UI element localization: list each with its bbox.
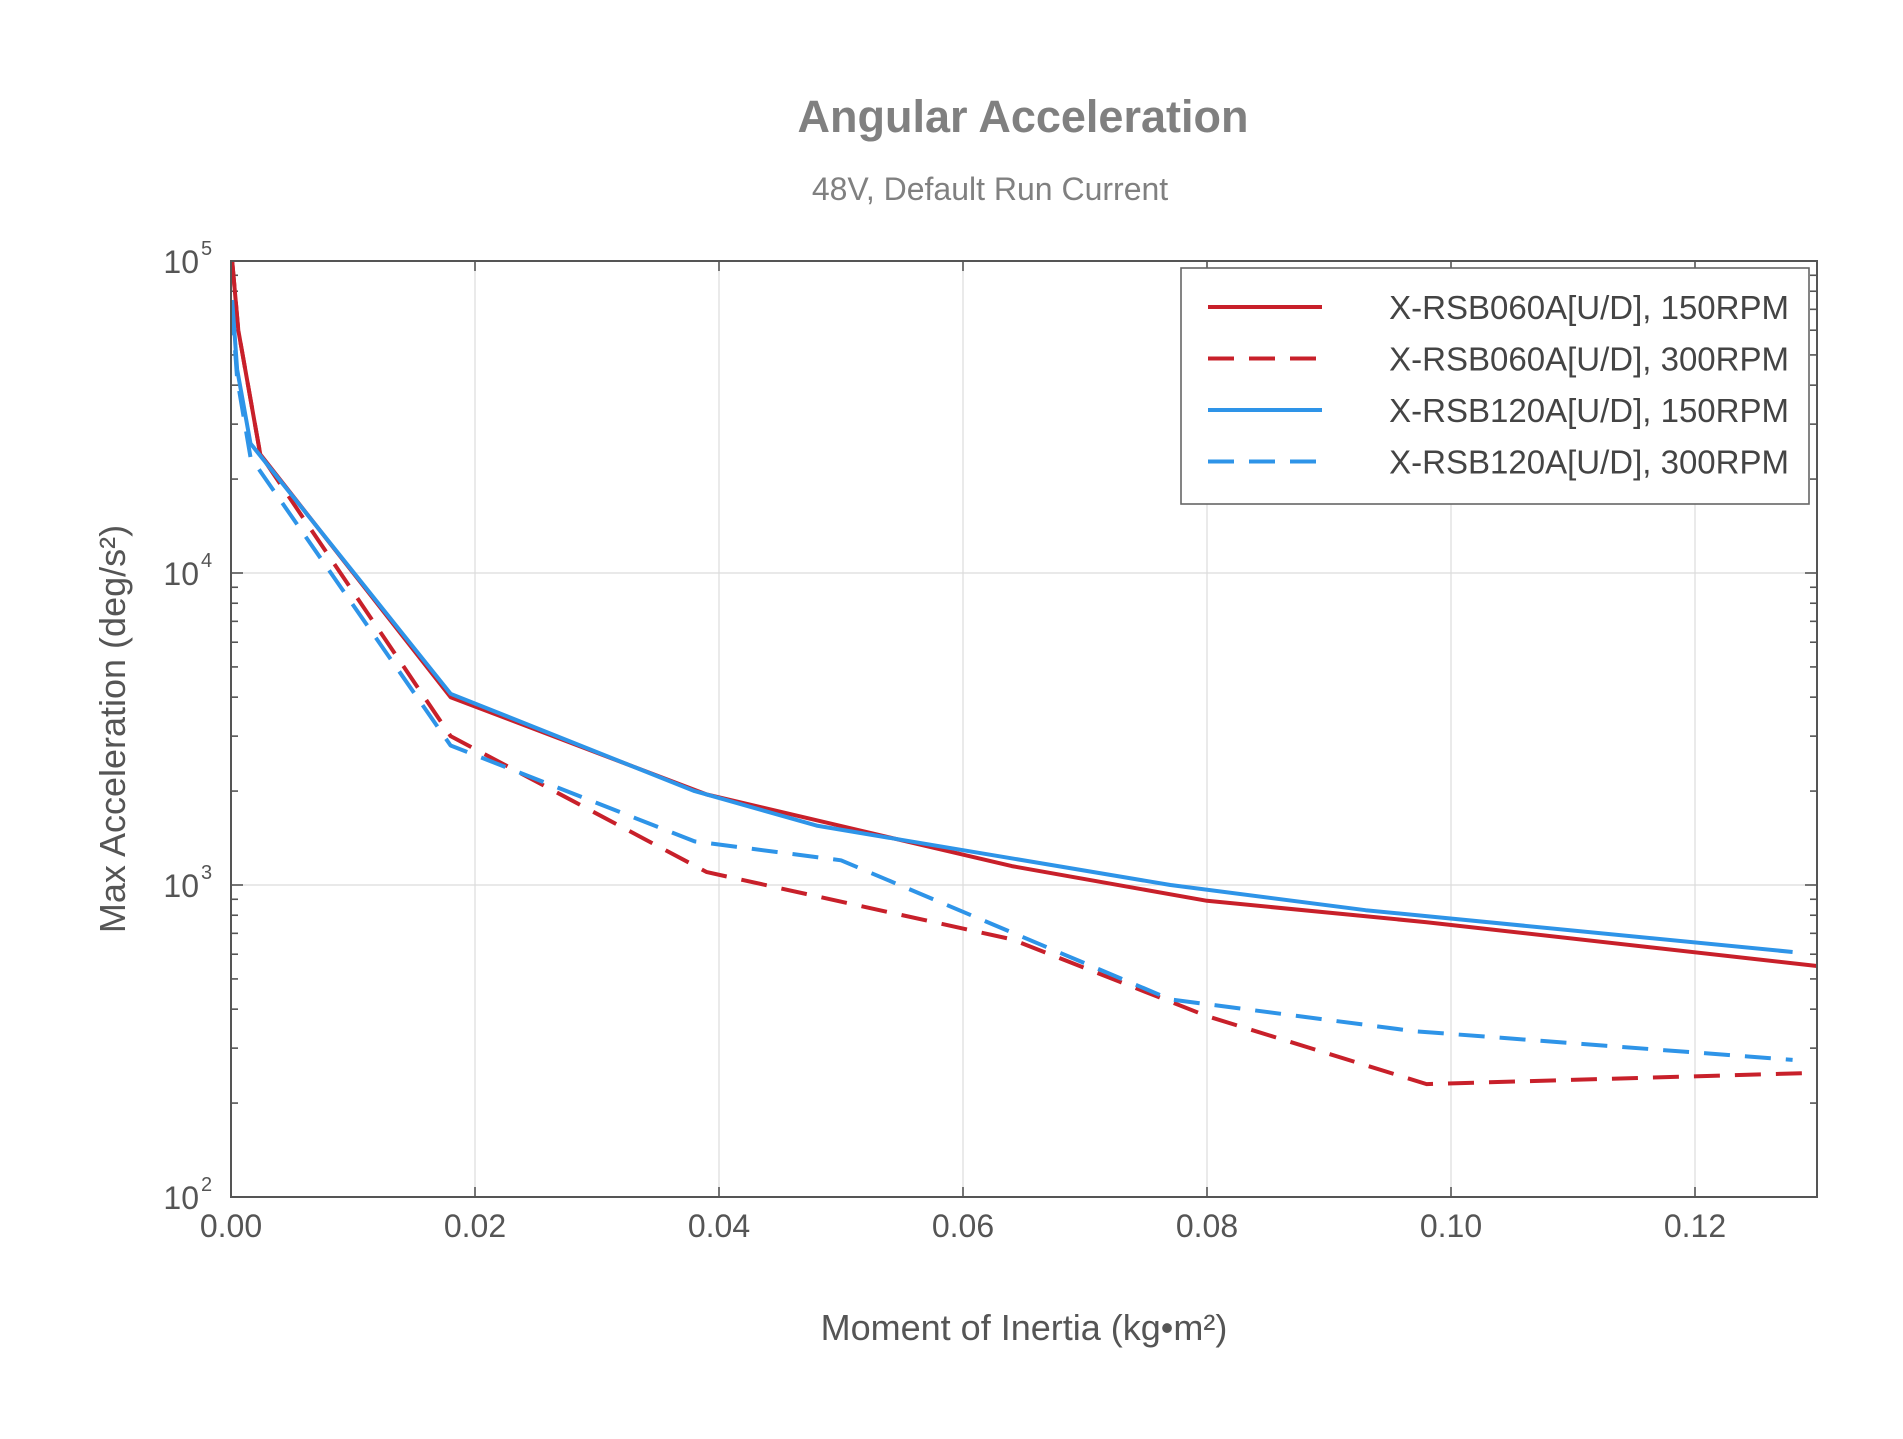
chart-subtitle: 48V, Default Run Current xyxy=(812,171,1168,207)
legend-label: X-RSB120A[U/D], 300RPM xyxy=(1389,444,1789,481)
series-lines xyxy=(230,260,1818,1087)
x-axis-label: Moment of Inertia (kg•m²) xyxy=(821,1307,1228,1348)
y-axis-label: Max Acceleration (deg/s²) xyxy=(92,525,133,933)
y-tick-base: 10 xyxy=(163,244,199,280)
x-tick-label: 0.08 xyxy=(1176,1208,1238,1244)
x-tick-label: 0.12 xyxy=(1664,1208,1726,1244)
y-tick-base: 10 xyxy=(163,868,199,904)
legend-label: X-RSB120A[U/D], 150RPM xyxy=(1389,392,1789,429)
legend-entry-2: X-RSB060A[U/D], 300RPM xyxy=(1208,341,1789,378)
legend-label: X-RSB060A[U/D], 150RPM xyxy=(1389,289,1789,326)
y-tick-exponent: 3 xyxy=(201,862,212,884)
x-tick-label: 0.04 xyxy=(688,1208,750,1244)
legend-entry-1: X-RSB060A[U/D], 150RPM xyxy=(1208,289,1789,326)
y-tick-exponent: 2 xyxy=(201,1174,212,1196)
x-tick-label: 0.02 xyxy=(444,1208,506,1244)
legend-label: X-RSB060A[U/D], 300RPM xyxy=(1389,341,1789,378)
y-tick-base: 10 xyxy=(163,1180,199,1216)
legend-entry-3: X-RSB120A[U/D], 150RPM xyxy=(1208,392,1789,429)
y-tick-exponent: 5 xyxy=(201,238,212,260)
y-tick-label: 10 4 xyxy=(163,550,212,592)
y-tick-base: 10 xyxy=(163,556,199,592)
chart-title: Angular Acceleration xyxy=(798,91,1249,142)
x-tick-label: 0.10 xyxy=(1420,1208,1482,1244)
legend-entry-4: X-RSB120A[U/D], 300RPM xyxy=(1208,444,1789,481)
y-tick-label: 10 2 xyxy=(163,1174,212,1216)
y-tick-label: 10 5 xyxy=(163,238,212,280)
series-line-4 xyxy=(230,309,1793,1062)
series-line-2 xyxy=(230,260,1818,1087)
x-tick-label: 0.00 xyxy=(200,1208,262,1244)
plot-frame xyxy=(230,260,1818,1198)
x-tick-labels: 0.00 0.02 0.04 0.06 0.08 0.10 0.12 xyxy=(200,1208,1726,1244)
y-tick-label: 10 3 xyxy=(163,862,212,904)
x-tick-label: 0.06 xyxy=(932,1208,994,1244)
legend: X-RSB060A[U/D], 150RPM X-RSB060A[U/D], 30… xyxy=(1180,267,1810,505)
y-tick-exponent: 4 xyxy=(201,550,212,572)
